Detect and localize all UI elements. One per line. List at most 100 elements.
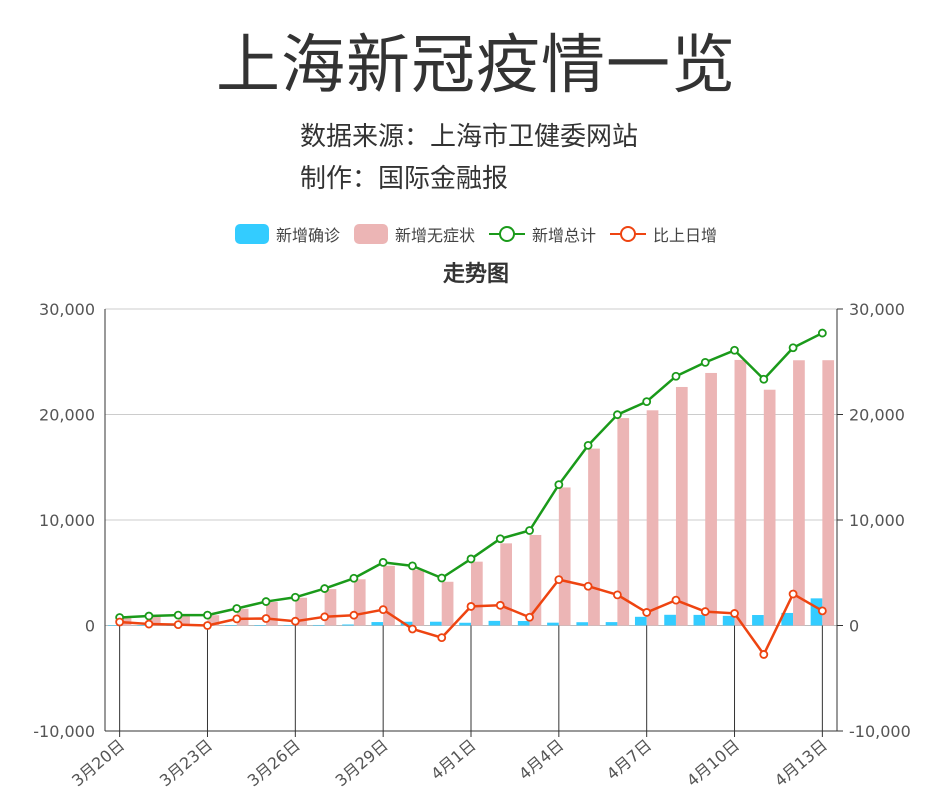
point-daychange bbox=[788, 589, 798, 599]
bar-asymptomatic bbox=[822, 360, 835, 626]
bar-asymptomatic bbox=[266, 601, 278, 626]
bar-asymptomatic bbox=[324, 589, 337, 626]
bar-asymptomatic bbox=[471, 561, 483, 626]
y-tick-label-left: 20,000 bbox=[39, 406, 95, 425]
point-daychange bbox=[144, 619, 154, 629]
bar-asymptomatic bbox=[236, 608, 249, 626]
x-tick-label: 3月29日 bbox=[332, 736, 392, 791]
x-tick-label: 4月7日 bbox=[603, 736, 655, 784]
point-daychange bbox=[817, 606, 827, 616]
point-daychange bbox=[320, 612, 330, 622]
bar-confirmed bbox=[225, 625, 237, 626]
point-daychange bbox=[261, 614, 271, 623]
point-total bbox=[261, 597, 271, 606]
x-tick-label: 4月1日 bbox=[427, 736, 479, 784]
point-total bbox=[290, 592, 300, 602]
point-daychange bbox=[613, 590, 622, 600]
bar-asymptomatic bbox=[353, 579, 366, 626]
point-total bbox=[203, 610, 212, 620]
point-total bbox=[144, 611, 154, 621]
point-total bbox=[817, 328, 827, 338]
x-tick-label: 4月4日 bbox=[515, 736, 567, 784]
legend-swatch-daychange bbox=[610, 226, 647, 242]
point-daychange bbox=[642, 608, 652, 617]
bar-asymptomatic bbox=[178, 615, 190, 626]
point-total bbox=[466, 554, 476, 564]
y-tick-label-left: 10,000 bbox=[39, 511, 95, 530]
bar-asymptomatic bbox=[148, 616, 161, 626]
point-daychange bbox=[437, 633, 447, 643]
bar-confirmed bbox=[664, 614, 676, 626]
point-daychange bbox=[290, 616, 300, 626]
bar-asymptomatic bbox=[558, 487, 571, 626]
legend: 新增确诊 新增无症状 新增总计 比上日增 bbox=[0, 222, 952, 246]
bar-confirmed bbox=[781, 612, 794, 626]
legend-item-daychange[interactable]: 比上日增 bbox=[610, 222, 717, 246]
bar-asymptomatic bbox=[763, 389, 776, 626]
bar-confirmed bbox=[722, 615, 735, 626]
point-total bbox=[759, 374, 769, 384]
bar-confirmed bbox=[312, 624, 325, 626]
bar-confirmed bbox=[371, 622, 384, 626]
legend-swatch-total bbox=[489, 226, 525, 242]
bar-asymptomatic bbox=[646, 410, 659, 626]
bar-asymptomatic bbox=[734, 359, 747, 626]
legend-item-asymptomatic[interactable]: 新增无症状 bbox=[353, 222, 475, 246]
legend-item-total[interactable]: 新增总计 bbox=[489, 222, 596, 246]
legend-label-confirmed: 新增确诊 bbox=[275, 226, 340, 245]
point-daychange bbox=[378, 605, 388, 615]
bar-confirmed bbox=[693, 614, 706, 626]
bar-asymptomatic bbox=[441, 581, 454, 626]
legend-item-confirmed[interactable]: 新增确诊 bbox=[234, 222, 340, 246]
bar-asymptomatic bbox=[500, 543, 512, 626]
subtitle-author: 制作：国际金融报 bbox=[300, 164, 509, 194]
point-total bbox=[554, 480, 564, 490]
y-tick-label-right: -10,000 bbox=[849, 722, 911, 741]
y-tick-label-left: -10,000 bbox=[33, 722, 95, 741]
point-total bbox=[232, 604, 242, 613]
bar-confirmed bbox=[430, 621, 442, 626]
x-tick-label: 3月23日 bbox=[156, 736, 216, 791]
bar-confirmed bbox=[517, 621, 530, 626]
subtitle-source: 数据来源：上海市卫健委网站 bbox=[300, 122, 639, 152]
bar-asymptomatic bbox=[588, 448, 600, 626]
point-daychange bbox=[730, 609, 739, 618]
legend-swatch-confirmed bbox=[234, 224, 269, 244]
y-tick-label-left: 0 bbox=[85, 617, 95, 636]
bar-asymptomatic bbox=[793, 360, 805, 626]
point-daychange bbox=[700, 607, 710, 616]
point-total bbox=[349, 573, 359, 583]
point-daychange bbox=[759, 650, 769, 659]
bar-asymptomatic bbox=[529, 534, 542, 626]
bar-asymptomatic bbox=[295, 597, 308, 626]
y-tick-label-left: 30,000 bbox=[39, 300, 95, 319]
point-daychange bbox=[554, 575, 564, 585]
bar-confirmed bbox=[342, 624, 354, 626]
point-total bbox=[525, 526, 534, 535]
bar-confirmed bbox=[576, 622, 589, 626]
point-daychange bbox=[349, 610, 359, 620]
bar-confirmed bbox=[459, 622, 471, 626]
page-title: 上海新冠疫情一览 bbox=[216, 29, 736, 103]
bar-confirmed bbox=[137, 625, 149, 626]
subtitle: 数据来源：上海市卫健委网站 制作：国际金融报 bbox=[300, 116, 638, 200]
point-total bbox=[788, 343, 798, 353]
point-daychange bbox=[495, 600, 505, 610]
point-daychange bbox=[466, 602, 476, 611]
point-total bbox=[671, 371, 681, 381]
point-total bbox=[378, 557, 388, 567]
point-daychange bbox=[583, 581, 593, 591]
bar-asymptomatic bbox=[705, 372, 717, 626]
bar-asymptomatic bbox=[383, 565, 395, 626]
point-daychange bbox=[115, 617, 125, 627]
y-tick-label-right: 0 bbox=[849, 617, 859, 636]
point-total bbox=[613, 410, 622, 420]
point-total bbox=[730, 345, 739, 355]
bar-confirmed bbox=[254, 625, 267, 626]
point-daychange bbox=[173, 620, 183, 630]
y-tick-label-right: 30,000 bbox=[849, 300, 905, 319]
point-daychange bbox=[232, 614, 242, 624]
bar-confirmed bbox=[810, 598, 823, 626]
bar-confirmed bbox=[605, 622, 618, 626]
